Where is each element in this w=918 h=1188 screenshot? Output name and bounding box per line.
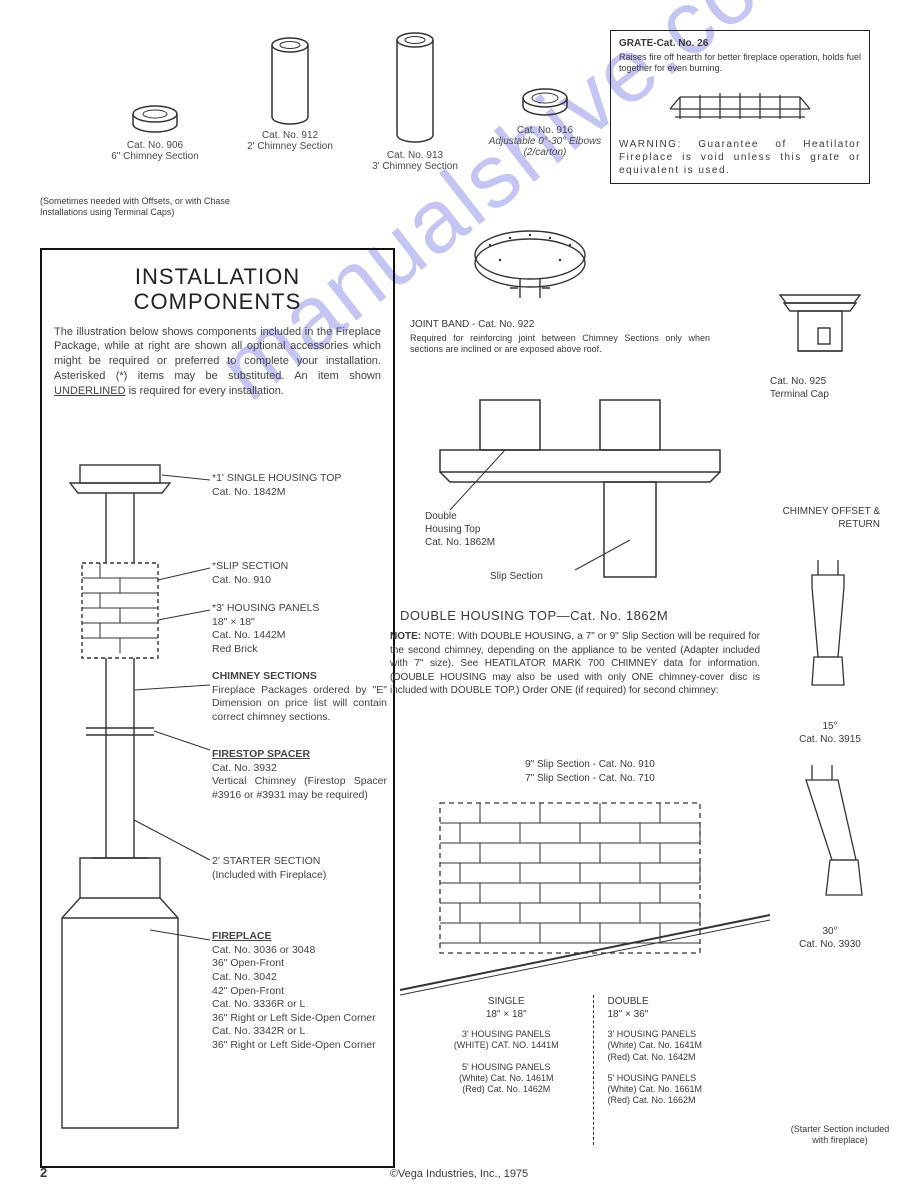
terminal-cap-icon	[770, 280, 870, 370]
starter-note: (Starter Section included with fireplace…	[790, 1124, 890, 1147]
part-916-cat: Cat. No. 916	[475, 125, 615, 136]
terminal-cap-cat: Cat. No. 925	[770, 375, 880, 388]
comp-starter: 2' STARTER SECTION (Included with Firepl…	[212, 855, 326, 882]
grate-box: GRATE-Cat. No. 26 Raises fire off hearth…	[610, 30, 870, 184]
part-916-desc: Adjustable 0°-30° Elbows	[475, 136, 615, 147]
housing-top-figure	[420, 390, 750, 595]
part-912-cat: Cat. No. 912	[230, 130, 350, 141]
comp-housing-top: *1' SINGLE HOUSING TOP Cat. No. 1842M	[212, 472, 341, 499]
part-916-icon	[518, 85, 573, 125]
housing-top-labels: Double Housing Top Cat. No. 1862M	[425, 510, 495, 549]
joint-band-text: JOINT BAND - Cat. No. 922 Required for r…	[410, 318, 710, 356]
part-912-desc: 2' Chimney Section	[230, 141, 350, 152]
part-913-desc: 3' Chimney Section	[355, 161, 475, 172]
offset-title: CHIMNEY OFFSET & RETURN	[770, 505, 880, 531]
part-912: Cat. No. 912 2' Chimney Section	[230, 35, 350, 152]
joint-band-icon	[460, 220, 620, 315]
part-913: Cat. No. 913 3' Chimney Section	[355, 30, 475, 172]
housing-top-slip: Slip Section	[490, 570, 543, 583]
housing-top-icon	[420, 390, 750, 590]
comp-fireplace: FIREPLACE Cat. No. 3036 or 3048 36" Open…	[212, 930, 387, 1053]
grate-icon	[660, 79, 820, 134]
terminal-cap: Cat. No. 925 Terminal Cap	[770, 280, 880, 401]
copyright: ©Vega Industries, Inc., 1975	[0, 1168, 918, 1180]
terminal-cap-name: Terminal Cap	[770, 388, 880, 401]
housing-heading: DOUBLE HOUSING TOP—Cat. No. 1862M	[400, 608, 668, 623]
offset-15-label: 15° Cat. No. 3915	[790, 720, 870, 746]
comp-panels: *3' HOUSING PANELS 18" × 18" Cat. No. 14…	[212, 602, 319, 657]
comp-slip: *SLIP SECTION Cat. No. 910	[212, 560, 288, 587]
part-906-icon	[125, 100, 185, 140]
brick-wall	[400, 795, 770, 1000]
comp-firestop: FIRESTOP SPACER Cat. No. 3932 Vertical C…	[212, 748, 387, 803]
part-913-cat: Cat. No. 913	[355, 150, 475, 161]
single-heading: SINGLE	[420, 995, 593, 1008]
part-906-cat: Cat. No. 906	[95, 140, 215, 151]
grate-warning: WARNING: Guarantee of Heatilator Firepla…	[619, 138, 861, 177]
part-916-note: (2/carton)	[475, 147, 615, 158]
grate-blurb: Raises fire off hearth for better firepl…	[619, 52, 861, 75]
double-heading: DOUBLE	[608, 995, 781, 1008]
slip-7: 7" Slip Section - Cat. No. 710	[480, 772, 700, 785]
slip-9: 9" Slip Section - Cat. No. 910	[480, 758, 700, 771]
offset-30-icon	[790, 760, 880, 925]
grate-title: GRATE-Cat. No. 26	[619, 37, 861, 50]
part-912-icon	[265, 35, 315, 130]
offset-15-icon	[790, 555, 870, 710]
panels-table: SINGLE 18" × 18" 3' HOUSING PANELS (WHIT…	[420, 995, 780, 1145]
install-title: INSTALLATION COMPONENTS	[54, 264, 381, 315]
part-916: Cat. No. 916 Adjustable 0°-30° Elbows (2…	[475, 85, 615, 158]
offset-30-label: 30° Cat. No. 3930	[790, 925, 870, 951]
offset-note: (Sometimes needed with Offsets, or with …	[40, 196, 240, 219]
housing-note: NOTE: NOTE: With DOUBLE HOUSING, a 7" or…	[390, 630, 760, 698]
comp-chimney-sections: CHIMNEY SECTIONS Fireplace Packages orde…	[212, 670, 387, 725]
install-intro: The illustration below shows components …	[54, 325, 381, 399]
part-913-icon	[390, 30, 440, 150]
part-906: Cat. No. 906 6" Chimney Section	[95, 100, 215, 162]
double-size: 18" × 36"	[608, 1008, 781, 1021]
single-size: 18" × 18"	[420, 1008, 593, 1021]
install-diagram	[50, 460, 200, 1150]
install-box: INSTALLATION COMPONENTS The illustration…	[40, 248, 395, 1168]
part-906-desc: 6" Chimney Section	[95, 151, 215, 162]
